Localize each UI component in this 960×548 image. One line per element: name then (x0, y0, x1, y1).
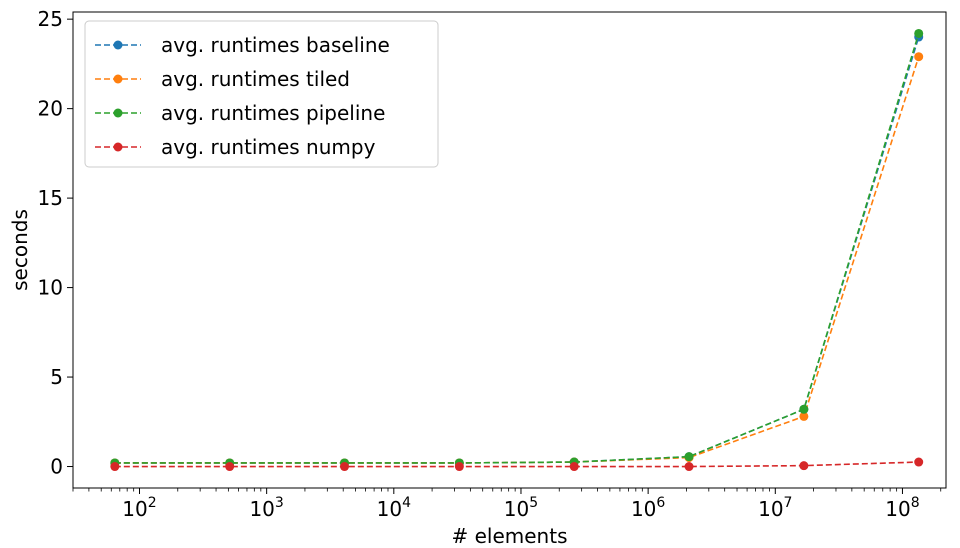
series-layer (110, 28, 924, 472)
x-tick-label: 105 (504, 495, 538, 521)
data-point (454, 462, 464, 472)
x-tick-label: 108 (885, 495, 919, 521)
legend-item: avg. runtimes pipeline (95, 101, 385, 125)
data-point (799, 411, 809, 421)
x-tick-label: 106 (631, 495, 665, 521)
data-point (110, 462, 120, 472)
legend-swatch-marker (113, 142, 123, 152)
x-tick-label: 107 (758, 495, 792, 521)
y-tick-label: 10 (38, 276, 63, 300)
legend-label: avg. runtimes tiled (161, 67, 350, 91)
y-tick-label: 20 (38, 97, 63, 121)
legend-item: avg. runtimes tiled (95, 67, 350, 91)
data-point (914, 457, 924, 467)
data-point (914, 52, 924, 62)
x-tick-label: 102 (122, 495, 156, 521)
x-axis-ticks: 102 103 104 105 106 107 108 (122, 488, 920, 521)
y-tick-label: 5 (50, 365, 63, 389)
data-point (684, 462, 694, 472)
legend-swatch-marker (113, 40, 123, 50)
series-avg-runtimes-numpy (110, 457, 924, 472)
plot-frame (72, 11, 947, 489)
data-point (799, 461, 809, 471)
y-axis-label: seconds (8, 209, 32, 291)
x-tick-label: 103 (249, 495, 283, 521)
legend-swatch-marker (113, 74, 123, 84)
legend-item: avg. runtimes baseline (95, 33, 390, 57)
y-tick-label: 15 (38, 186, 63, 210)
x-minor-ticks (72, 488, 942, 492)
data-point (684, 452, 694, 462)
legend-box (84, 20, 439, 168)
data-point (225, 462, 235, 472)
x-tick-label: 104 (377, 495, 411, 521)
legend-label: avg. runtimes numpy (161, 135, 376, 159)
series-line (114, 33, 920, 464)
y-axis-ticks: 0 5 10 15 20 25 (38, 7, 73, 479)
data-point (799, 404, 809, 414)
data-point (569, 462, 579, 472)
legend-label: avg. runtimes baseline (161, 33, 390, 57)
data-point (340, 462, 350, 472)
x-axis-label: # elements (451, 524, 567, 548)
legend-item: avg. runtimes numpy (95, 135, 376, 159)
y-tick-label: 0 (50, 455, 63, 479)
legend: avg. runtimes baseline avg. runtimes tile… (84, 20, 439, 168)
legend-swatch-marker (113, 108, 123, 118)
data-point (914, 28, 924, 38)
series-line (114, 461, 919, 468)
legend-label: avg. runtimes pipeline (161, 101, 385, 125)
y-tick-label: 25 (38, 7, 63, 31)
